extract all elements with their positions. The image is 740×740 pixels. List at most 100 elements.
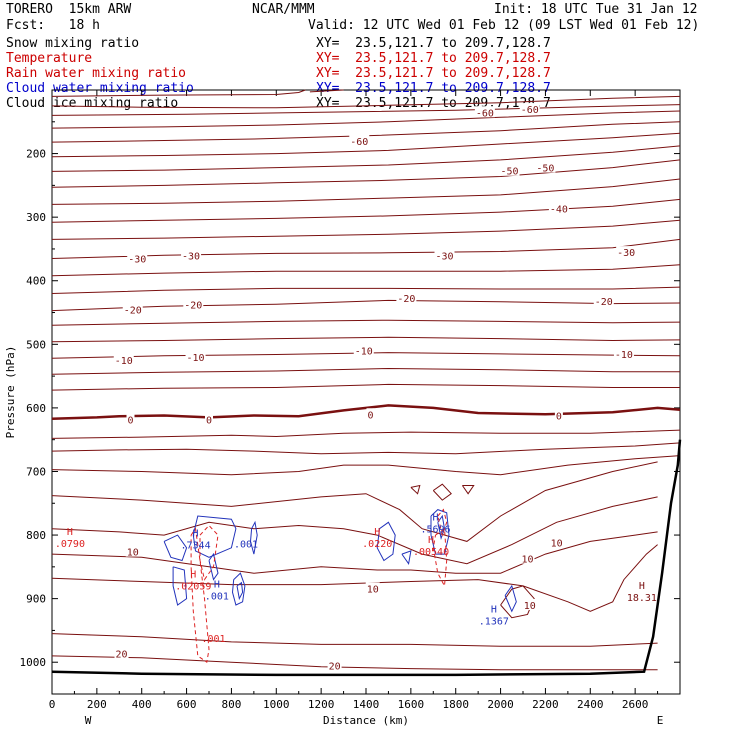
temp-label-27: 20 [116,649,128,660]
isolated-contour-1 [432,483,452,501]
x-tick-label-1000: 1000 [263,698,290,711]
temp-label-16: -10 [355,347,373,358]
isotherm-24 [51,461,658,542]
isotherm-13 [51,264,681,277]
temp-label-8: -30 [435,251,453,262]
temp-label-bg-20 [366,408,375,420]
field-xy-3: XY= 23.5,121.7 to 209.7,128.7 [316,81,551,96]
isotherm-0 [51,89,306,97]
temp-label-20: 0 [367,410,373,421]
x-tick-label-1400: 1400 [353,698,380,711]
temp-label-bg-5 [548,202,569,214]
isotherm-21 [51,429,681,439]
isotherm-20 [51,383,680,391]
x-tick-label-400: 400 [132,698,152,711]
y-tick-label-1000: 1000 [20,656,47,669]
temp-label-bg-15 [185,351,206,363]
extremum-mark-1: H [193,528,199,539]
forecast-hour: Fcst: 18 h [6,18,100,33]
isotherm-10 [51,198,681,223]
temp-label-22: 10 [127,548,139,559]
extremum-mark-0: H [67,527,73,538]
temp-label-4: -50 [536,164,554,175]
cloud-water-contour-6 [249,520,258,555]
cloud-water-contour-9 [430,509,450,555]
temp-label-bg-3 [499,164,520,176]
cloud-water-contour-11 [504,584,517,613]
isotherm-2 [51,95,681,109]
y-tick-label-300: 300 [26,211,46,224]
temp-label-bg-10 [122,303,143,315]
isotherm-8 [51,159,681,188]
isotherm-30 [51,655,658,671]
cloud-water-contour-1 [163,534,188,562]
isotherm-11 [51,219,681,240]
field-xy-1: XY= 23.5,121.7 to 209.7,128.7 [316,51,551,66]
temp-label-bg-1 [519,103,540,115]
extremum-value-4: .0220 [362,539,392,550]
extremum-value-7: .1367 [479,617,509,628]
temp-label-3: -50 [501,167,519,178]
temp-label-bg-23 [365,582,380,594]
isotherm-19 [51,367,680,375]
x-tick-label-1800: 1800 [442,698,469,711]
isotherm-26 [51,531,658,574]
x-tick-label-2200: 2200 [532,698,559,711]
isotherm-28 [500,585,535,619]
temp-label-bg-16 [353,344,374,356]
isotherm-18 [51,352,681,359]
extremum-mark-7: H [491,605,497,616]
east-label: E [657,714,664,727]
temp-label-19: 0 [206,415,212,426]
extremum-mark-2: H [190,570,196,581]
rain-water-contour-0 [190,527,210,664]
extremum-value-5: .5696 [420,525,450,536]
temp-label-12: -20 [397,294,415,305]
temp-label-1: -60 [521,105,539,116]
temp-label-7: -30 [182,251,200,262]
terrain-surface [51,439,682,677]
temp-label-bg-11 [183,298,204,310]
temp-label-28: 20 [329,661,341,672]
x-axis-label: Distance (km) [323,714,409,727]
temp-label-11: -20 [184,300,202,311]
y-tick-label-700: 700 [26,465,46,478]
cloud-water-contour-8 [401,550,412,565]
x-tick-label-2600: 2600 [622,698,649,711]
temp-label-bg-22 [125,545,140,557]
temp-label-bg-6 [127,252,148,264]
x-tick-label-1200: 1200 [308,698,335,711]
isotherm-23 [51,455,681,476]
temp-label-bg-25 [549,536,564,548]
org-name: NCAR/MMM [252,2,315,17]
contour-label-1: .001 [201,634,225,645]
field-xy-0: XY= 23.5,121.7 to 209.7,128.7 [316,36,551,51]
y-tick-label-500: 500 [26,338,46,351]
temp-label-bg-24 [520,552,535,564]
cloud-water-contour-4 [231,572,246,606]
isotherm-4 [51,110,681,129]
field-name-3: Cloud water mixing ratio [6,81,194,96]
isotherm-15 [51,299,681,312]
isotherm-7 [51,145,681,172]
temp-label-25: 10 [551,539,563,550]
cloud-water-contour-3 [208,552,219,581]
isotherm-27 [51,544,658,612]
extremum-value-6: .00540 [413,547,449,558]
extremum-mark-8: H [639,581,645,592]
isotherm-6 [51,132,681,158]
temp-label-13: -20 [595,297,613,308]
temp-label-24: 10 [521,555,533,566]
temp-label-5: -40 [550,204,568,215]
temp-label-bg-13 [593,295,614,307]
rain-water-contour-1 [199,524,219,581]
isotherm-9 [51,178,681,205]
rain-water-contour-3 [437,508,448,537]
x-tick-label-600: 600 [177,698,197,711]
temp-label-26: 10 [524,601,536,612]
temp-label-bg-19 [205,413,213,425]
temp-label-bg-18 [126,413,135,425]
isolated-contour-2 [410,484,421,495]
temp-label-bg-14 [113,354,134,366]
